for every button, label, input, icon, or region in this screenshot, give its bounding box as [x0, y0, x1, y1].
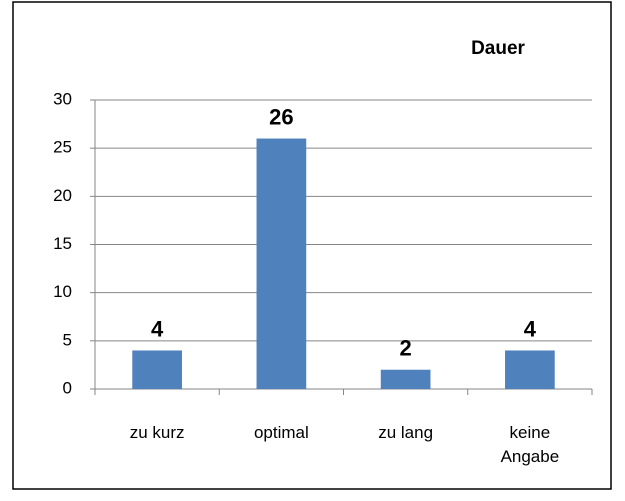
y-tick-label: 30: [53, 89, 72, 108]
x-tick-label: optimal: [253, 423, 309, 442]
bar: [505, 350, 555, 389]
data-label: 4: [151, 316, 164, 341]
x-tick-label: zu lang: [378, 423, 434, 442]
y-tick-label: 5: [63, 330, 72, 349]
data-label: 2: [400, 336, 412, 361]
bar: [256, 138, 307, 389]
y-tick-label: 20: [53, 186, 72, 205]
y-tick-label: 25: [53, 138, 72, 157]
chart-border: [12, 1, 612, 490]
chart-title: Dauer: [471, 38, 525, 59]
data-label: 4: [524, 316, 537, 341]
y-tick-label: 0: [63, 378, 72, 397]
x-tick-label: zu kurz: [129, 423, 185, 442]
y-tick-label: 10: [53, 282, 72, 301]
x-tick-label: keine Angabe: [500, 423, 560, 466]
data-label: 26: [269, 104, 293, 129]
bar: [380, 369, 431, 389]
bar: [132, 350, 182, 389]
y-tick-label: 15: [53, 234, 72, 253]
